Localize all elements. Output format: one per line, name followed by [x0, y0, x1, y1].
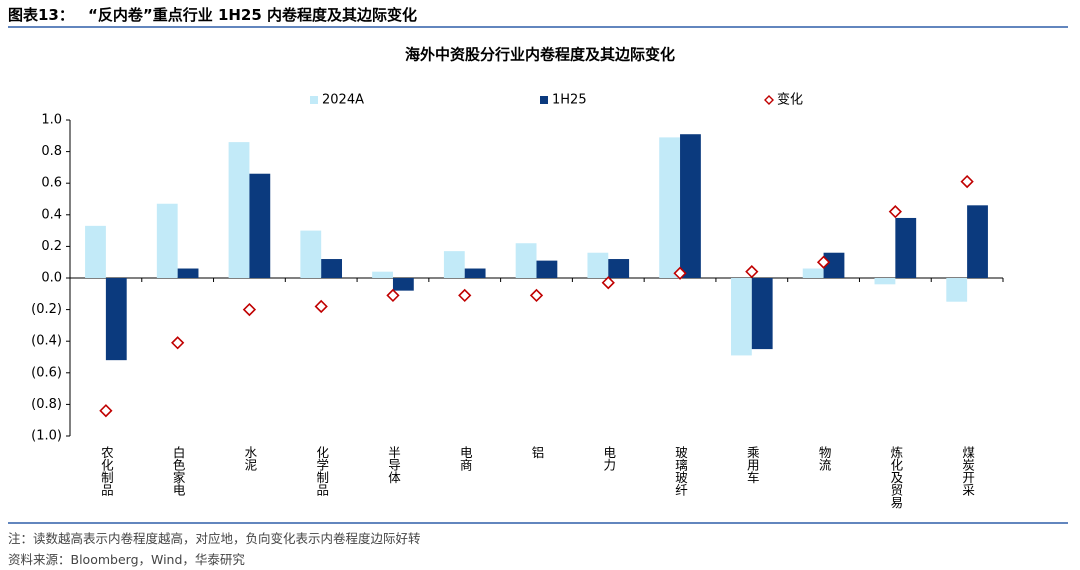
x-tick-label: 电商: [457, 446, 473, 471]
y-tick-label: (0.6): [31, 365, 62, 380]
legend-label: 1H25: [552, 93, 587, 108]
diamond-marker: [99, 404, 113, 418]
x-tick-label: 煤炭开采: [960, 446, 976, 496]
y-tick-label: (0.4): [31, 334, 62, 349]
y-tick-label: (0.2): [31, 302, 62, 317]
diamond-marker: [745, 265, 759, 279]
y-tick-label: (0.8): [31, 397, 62, 412]
diamond-marker: [314, 299, 328, 314]
note: 注：读数越高表示内卷程度越高，对应地，负向变化表示内卷程度边际好转: [8, 531, 421, 546]
x-tick-label: 化学制品: [314, 446, 330, 496]
bar: [802, 268, 824, 278]
figure-title: “反内卷”重点行业 1H25 内卷程度及其边际变化: [88, 6, 418, 24]
bar: [536, 260, 558, 278]
y-tick-label: 0.4: [41, 207, 62, 222]
y-tick-label: 0.2: [41, 239, 62, 254]
legend-label: 2024A: [322, 93, 364, 108]
legend-swatch: [310, 96, 318, 104]
bar: [177, 268, 199, 278]
x-tick-label: 物流: [816, 446, 832, 471]
bar: [659, 137, 681, 278]
bar: [392, 278, 414, 291]
figure-label: 图表13：: [8, 6, 74, 24]
source: 资料来源：Bloomberg，Wind，华泰研究: [8, 552, 245, 567]
diamond-marker: [601, 276, 615, 290]
diamond-marker: [816, 255, 831, 269]
bar: [515, 243, 537, 278]
bar: [608, 259, 630, 278]
legend-swatch: [764, 95, 774, 105]
diamond-marker: [960, 174, 974, 189]
x-tick-label: 乘用车: [744, 446, 760, 484]
legend-label: 变化: [777, 92, 803, 108]
bar: [730, 278, 752, 356]
chart-title: 海外中资股分行业内卷程度及其边际变化: [405, 46, 675, 64]
x-tick-label: 炼化及贸易: [888, 446, 904, 509]
diamond-marker: [458, 288, 472, 303]
diamond-marker: [242, 302, 257, 317]
bar: [946, 278, 968, 302]
x-tick-label: 铝: [529, 446, 545, 459]
bar: [967, 205, 988, 278]
x-tick-label: 水泥: [242, 446, 258, 471]
bar: [680, 134, 701, 278]
bar: [228, 142, 250, 278]
bar: [300, 230, 322, 278]
bar: [372, 271, 393, 278]
diamond-marker: [386, 288, 400, 303]
y-tick-label: 0.0: [41, 271, 62, 286]
x-tick-label: 农化制品: [98, 446, 114, 496]
y-tick-label: 0.6: [41, 176, 62, 191]
x-tick-label: 半导体: [385, 446, 401, 484]
diamond-marker: [673, 266, 687, 280]
diamond-marker: [171, 336, 185, 350]
x-tick-label: 白色家电: [170, 446, 186, 496]
bar: [249, 173, 271, 278]
bar: [895, 217, 917, 278]
bar: [156, 203, 178, 278]
bar: [85, 225, 106, 278]
bar: [751, 278, 773, 350]
bar: [823, 252, 845, 278]
bar: [587, 252, 609, 278]
diamond-marker: [888, 205, 902, 219]
x-tick-label: 电力: [601, 446, 617, 471]
y-tick-label: 1.0: [41, 113, 62, 128]
bar: [464, 268, 486, 278]
bar: [443, 251, 465, 278]
y-tick-label: (1.0): [31, 429, 62, 444]
legend-swatch: [540, 96, 548, 104]
x-tick-label: 玻璃玻纤: [673, 446, 689, 496]
bar: [874, 278, 896, 285]
y-tick-label: 0.8: [41, 144, 62, 159]
bar: [321, 259, 343, 278]
bar: [105, 278, 127, 361]
diamond-marker: [529, 288, 544, 303]
